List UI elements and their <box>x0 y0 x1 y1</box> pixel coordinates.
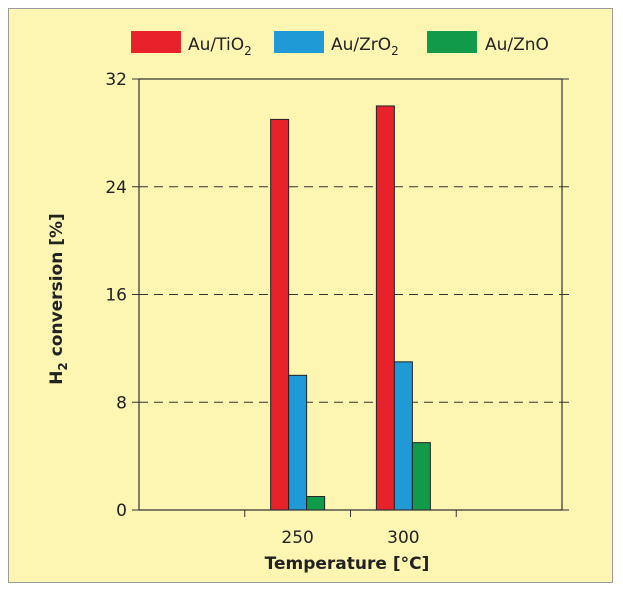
legend-item-au-tio2: Au/TiO2 <box>131 31 252 58</box>
legend-label-au-zro2: Au/ZrO2 <box>331 35 399 58</box>
legend: Au/TiO2 Au/ZrO2 Au/ZnO <box>131 31 549 58</box>
y-tick-label: 24 <box>105 178 127 198</box>
bar-au-tio2-300 <box>375 105 395 511</box>
bars <box>270 105 431 511</box>
bar-au-zno-250 <box>306 496 326 511</box>
x-tick-label: 250 <box>281 528 313 548</box>
legend-item-au-zro2: Au/ZrO2 <box>274 31 399 58</box>
y-axis-title: H2 conversion [%] <box>47 213 70 385</box>
legend-label-au-tio2: Au/TiO2 <box>188 35 252 58</box>
x-axis-ticks: 250 300 <box>244 510 457 548</box>
y-tick-label: 0 <box>116 501 127 521</box>
bar-au-zno-300 <box>411 442 431 511</box>
bar-au-zro2-300 <box>393 361 413 511</box>
legend-label-au-zno: Au/ZnO <box>485 35 549 55</box>
y-tick-label: 32 <box>105 70 127 90</box>
y-tick-label: 8 <box>116 393 127 413</box>
bar-chart: Au/TiO2 Au/ZrO2 Au/ZnO H2 conversion [%]… <box>47 31 569 574</box>
chart-panel: Au/TiO2 Au/ZrO2 Au/ZnO H2 conversion [%]… <box>8 8 613 583</box>
x-tick-label: 300 <box>387 528 419 548</box>
legend-swatch-au-zno <box>427 31 477 53</box>
gridlines <box>139 186 562 403</box>
legend-swatch-au-tio2 <box>131 31 181 53</box>
legend-swatch-au-zro2 <box>274 31 324 53</box>
bar-au-zro2-250 <box>288 374 308 511</box>
y-axis-ticks: 0 8 16 24 32 <box>105 70 569 521</box>
bar-au-tio2-250 <box>270 118 290 511</box>
legend-item-au-zno: Au/ZnO <box>427 31 549 55</box>
y-tick-label: 16 <box>105 286 127 306</box>
x-axis-title: Temperature [°C] <box>265 554 430 574</box>
